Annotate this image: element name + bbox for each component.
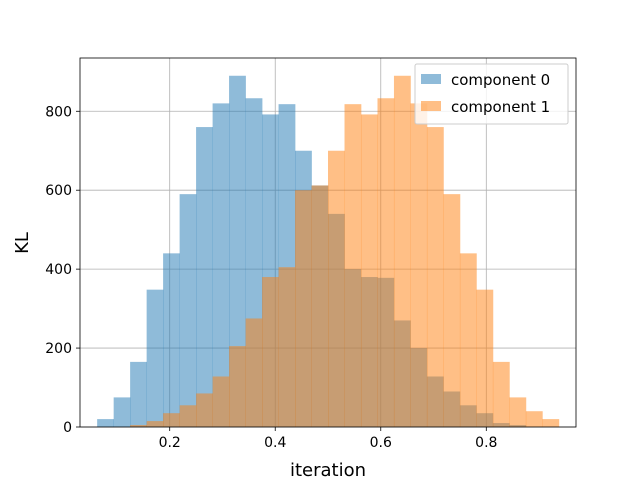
x-tick-label: 0.6 — [370, 435, 392, 451]
histogram-bar — [476, 289, 494, 427]
legend: component 0 component 1 — [414, 63, 569, 125]
histogram-bar — [262, 277, 279, 427]
histogram-bar — [443, 194, 461, 427]
histogram-bar — [179, 405, 197, 427]
histogram-bar — [459, 253, 477, 427]
x-axis-label: iteration — [290, 460, 366, 480]
x-tick-label: 0.4 — [264, 435, 286, 451]
y-tick-label: 200 — [45, 341, 72, 357]
y-tick-label: 600 — [45, 183, 72, 199]
histogram-bar — [163, 413, 180, 427]
histogram-bar — [509, 397, 527, 427]
legend-label-component-0: component 0 — [451, 71, 550, 89]
histogram-bar — [410, 103, 428, 428]
histogram-bar — [360, 114, 378, 427]
legend-swatch-component-0 — [421, 74, 441, 84]
histogram-bar — [542, 419, 560, 427]
histogram-bar — [295, 190, 312, 427]
histogram-bars — [97, 75, 560, 428]
histogram-bar — [196, 393, 213, 427]
histogram-bar — [229, 346, 246, 427]
x-tick-label: 0.2 — [159, 435, 181, 451]
histogram-bar — [146, 421, 164, 427]
histogram-bar — [245, 318, 263, 427]
legend-label-component-1: component 1 — [451, 98, 550, 116]
histogram-bar — [179, 194, 197, 427]
y-tick-label: 800 — [45, 104, 72, 120]
histogram-bar — [196, 127, 213, 427]
legend-box — [414, 63, 569, 125]
histogram-bar — [130, 361, 147, 427]
histogram-bar — [328, 150, 345, 427]
y-tick-label: 0 — [63, 420, 72, 436]
histogram-bar — [278, 267, 296, 427]
y-axis-label: KL — [12, 232, 33, 254]
legend-swatch-component-1 — [421, 101, 441, 111]
x-axis-ticks: 0.2 0.4 0.6 0.8 — [159, 427, 497, 451]
histogram-bar — [163, 253, 180, 427]
x-tick-label: 0.8 — [475, 435, 497, 451]
histogram-bar — [146, 289, 164, 427]
histogram-bar — [393, 75, 411, 427]
histogram-bar — [113, 397, 131, 427]
histogram-bar — [97, 419, 114, 427]
histogram-bar — [212, 103, 230, 428]
y-axis-ticks: 0 200 400 600 800 — [45, 104, 80, 436]
histogram-bar — [229, 75, 246, 427]
histogram-bar — [130, 425, 147, 427]
histogram-bar — [344, 104, 362, 428]
histogram-bar — [426, 127, 444, 427]
plot-frame — [79, 57, 577, 428]
histogram-bar — [311, 185, 329, 427]
histogram-bar — [525, 411, 543, 427]
histogram-bar — [377, 98, 395, 427]
histogram-bar — [492, 361, 510, 427]
series-1 — [130, 75, 560, 428]
y-tick-label: 400 — [45, 262, 72, 278]
histogram-bar — [212, 376, 230, 427]
